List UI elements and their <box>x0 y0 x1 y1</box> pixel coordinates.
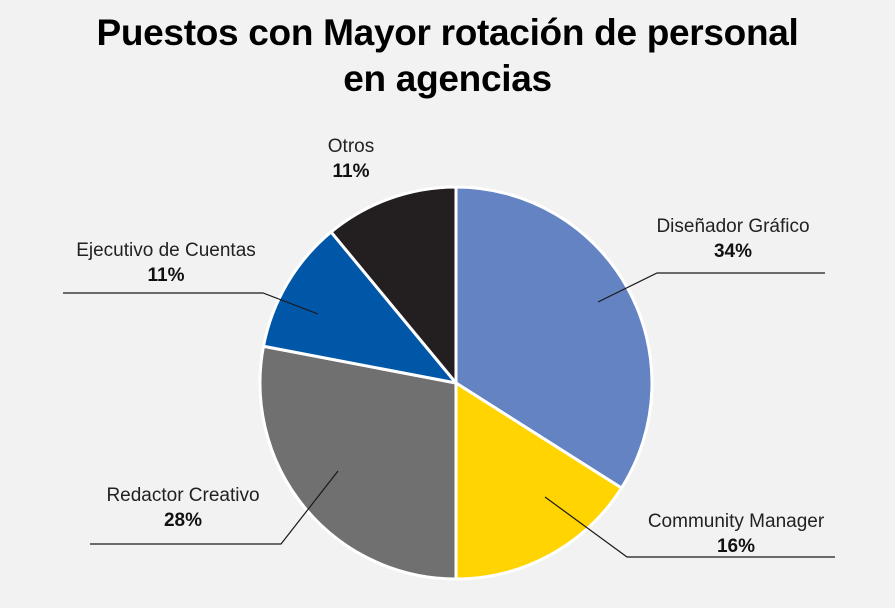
leader-line-1 <box>597 272 825 303</box>
slice-label-5: Otros <box>328 136 374 157</box>
slice-value-2: 16% <box>717 536 755 557</box>
slice-value-4: 11% <box>148 265 185 286</box>
leader-line-4 <box>63 292 319 315</box>
pie-slice-5 <box>329 185 458 385</box>
pie-slice-3 <box>258 344 458 581</box>
slice-value-1: 34% <box>714 241 752 262</box>
pie-slice-4 <box>261 230 458 385</box>
slice-value-5: 11% <box>333 161 370 182</box>
leader-line-3 <box>90 470 339 545</box>
slice-value-3: 28% <box>164 510 202 531</box>
slice-label-2: Community Manager <box>648 511 825 532</box>
pie-slice-2 <box>454 381 623 581</box>
chart-title: Puestos con Mayor rotación de personal e… <box>0 10 895 102</box>
slice-label-1: Diseñador Gráfico <box>656 216 809 237</box>
slice-label-4: Ejecutivo de Cuentas <box>76 240 256 261</box>
leader-line-2 <box>544 496 835 558</box>
chart-title-line-2: en agencias <box>343 58 552 99</box>
chart-title-line-1: Puestos con Mayor rotación de personal <box>96 12 799 53</box>
slice-label-3: Redactor Creativo <box>106 485 259 506</box>
